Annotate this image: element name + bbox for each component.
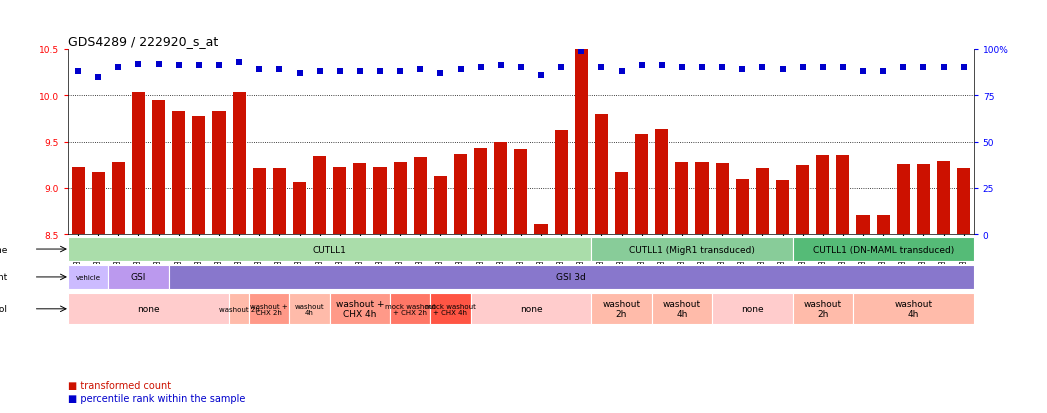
Bar xyxy=(252,168,266,235)
Bar xyxy=(655,130,668,235)
Bar xyxy=(595,114,608,235)
Text: cell line: cell line xyxy=(0,245,7,254)
Bar xyxy=(514,150,528,235)
Bar xyxy=(615,173,628,235)
Bar xyxy=(289,294,330,325)
Bar xyxy=(213,112,225,235)
Bar xyxy=(534,225,548,235)
Text: washout +
CHX 2h: washout + CHX 2h xyxy=(250,303,288,315)
Text: washout
2h: washout 2h xyxy=(602,300,641,318)
Bar xyxy=(313,157,327,235)
Bar xyxy=(474,149,487,235)
Bar xyxy=(715,164,729,235)
Bar xyxy=(736,179,749,235)
Bar xyxy=(876,216,890,235)
Bar xyxy=(896,164,910,235)
Bar xyxy=(92,173,105,235)
Bar xyxy=(333,167,347,235)
Bar xyxy=(433,176,447,235)
Bar xyxy=(249,294,289,325)
Bar xyxy=(651,294,712,325)
Bar xyxy=(414,158,427,235)
Text: ■ transformed count: ■ transformed count xyxy=(68,380,171,390)
Text: ■ percentile rank within the sample: ■ percentile rank within the sample xyxy=(68,393,245,403)
Bar xyxy=(837,156,849,235)
Bar xyxy=(856,216,870,235)
Text: CUTLL1: CUTLL1 xyxy=(313,245,347,254)
Bar xyxy=(394,163,406,235)
Text: CUTLL1 (DN-MAML transduced): CUTLL1 (DN-MAML transduced) xyxy=(812,245,954,254)
Text: none: none xyxy=(137,304,160,313)
Bar xyxy=(112,163,125,235)
Bar xyxy=(68,294,229,325)
Bar xyxy=(374,167,386,235)
Bar xyxy=(756,169,768,235)
Bar xyxy=(454,154,467,235)
Bar xyxy=(68,266,108,289)
Bar xyxy=(132,93,146,235)
Bar xyxy=(353,164,366,235)
Bar xyxy=(152,100,165,235)
Bar xyxy=(675,163,689,235)
Bar xyxy=(391,294,430,325)
Bar xyxy=(817,156,829,235)
Text: CUTLL1 (MigR1 transduced): CUTLL1 (MigR1 transduced) xyxy=(629,245,755,254)
Bar xyxy=(695,163,709,235)
Text: protocol: protocol xyxy=(0,304,7,313)
Bar xyxy=(796,165,809,235)
Text: none: none xyxy=(741,304,763,313)
Text: mock washout
+ CHX 2h: mock washout + CHX 2h xyxy=(384,303,436,315)
Bar xyxy=(592,294,651,325)
Bar xyxy=(937,161,950,235)
Text: washout
4h: washout 4h xyxy=(894,300,933,318)
Bar xyxy=(169,266,974,289)
Bar xyxy=(293,183,306,235)
Text: GSI 3d: GSI 3d xyxy=(556,273,586,282)
Bar xyxy=(172,112,185,235)
Text: washout 2h: washout 2h xyxy=(219,306,260,312)
Text: GSI: GSI xyxy=(131,273,147,282)
Text: washout +
CHX 4h: washout + CHX 4h xyxy=(336,300,384,318)
Bar xyxy=(957,169,971,235)
Bar xyxy=(494,142,508,235)
Text: mock washout
+ CHX 4h: mock washout + CHX 4h xyxy=(425,303,476,315)
Bar xyxy=(430,294,470,325)
Bar xyxy=(108,266,169,289)
Bar xyxy=(636,135,648,235)
Bar xyxy=(330,294,391,325)
Bar xyxy=(592,237,793,261)
Text: vehicle: vehicle xyxy=(75,274,101,280)
Bar xyxy=(68,237,592,261)
Text: washout
2h: washout 2h xyxy=(804,300,842,318)
Text: GDS4289 / 222920_s_at: GDS4289 / 222920_s_at xyxy=(68,36,219,48)
Text: washout
4h: washout 4h xyxy=(295,303,325,315)
Bar xyxy=(776,180,789,235)
Bar xyxy=(470,294,592,325)
Bar xyxy=(555,131,567,235)
Bar xyxy=(917,164,930,235)
Bar xyxy=(793,237,974,261)
Bar xyxy=(71,167,85,235)
Bar xyxy=(193,117,205,235)
Text: washout
4h: washout 4h xyxy=(663,300,700,318)
Bar xyxy=(853,294,974,325)
Bar xyxy=(575,50,587,235)
Bar xyxy=(232,93,246,235)
Text: agent: agent xyxy=(0,273,7,282)
Bar xyxy=(793,294,853,325)
Bar xyxy=(273,169,286,235)
Text: none: none xyxy=(519,304,542,313)
Bar xyxy=(229,294,249,325)
Bar xyxy=(712,294,793,325)
